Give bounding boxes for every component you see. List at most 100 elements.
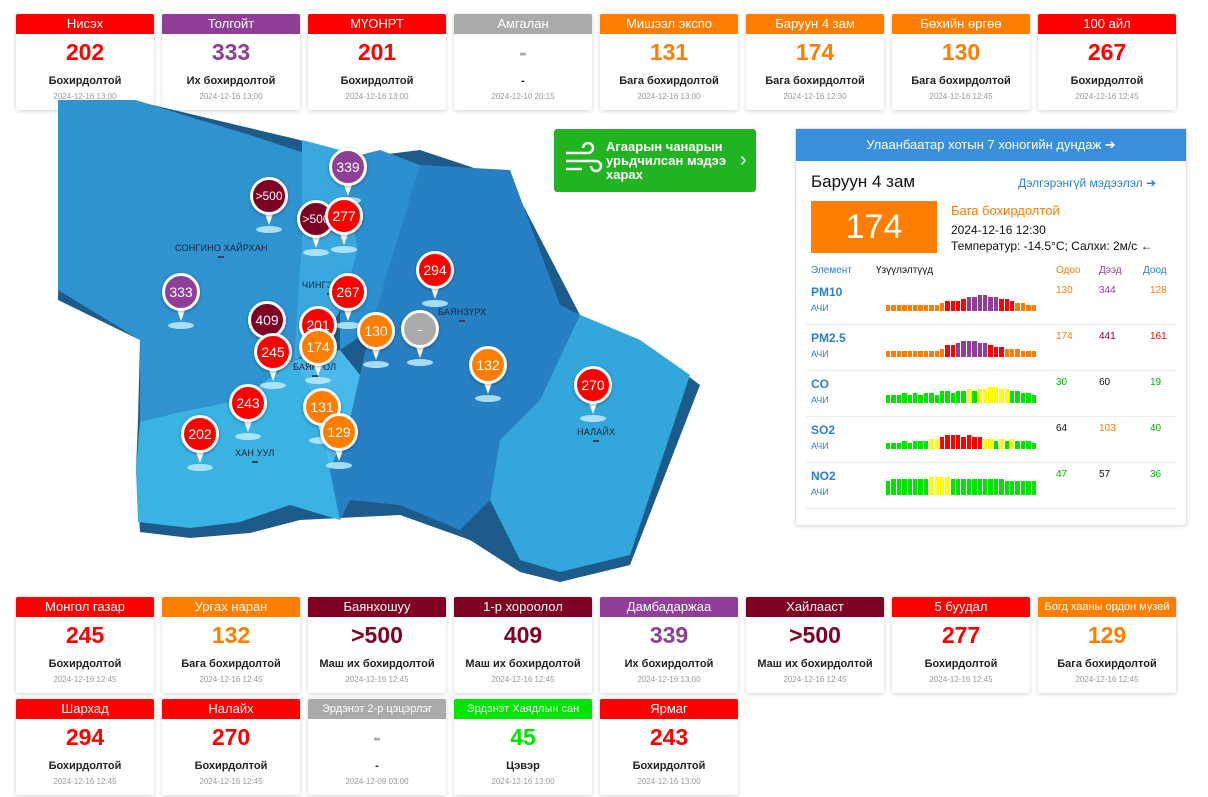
pollutant-name[interactable]: NO2 (811, 469, 836, 483)
trend-bar (929, 393, 934, 403)
map-marker[interactable]: 294 (416, 251, 454, 309)
pollutant-trend-chart (886, 383, 1036, 403)
station-card[interactable]: Богд хааны ордон музей 129 Бага бохирдолто… (1038, 597, 1176, 693)
station-card[interactable]: Мишээл экспо 131 Бага бохирдолтой 2024-12-1… (600, 14, 738, 110)
marker-value: 243 (229, 384, 267, 422)
map-marker[interactable]: 243 (229, 384, 267, 442)
station-card[interactable]: 100 айл 267 Бохирдолтой 2024-12-16 12:45 (1038, 14, 1176, 110)
map-marker[interactable]: 202 (181, 415, 219, 473)
update-time: 2024-12-16 13:00 (491, 777, 555, 786)
station-card[interactable]: Хайлааст >500 Маш их бохирдолтой 2024-12-16… (746, 597, 884, 693)
station-card[interactable]: Дамбадаржаа 339 Их бохирдолтой 2024-12-16 1… (600, 597, 738, 693)
station-card[interactable]: Налайх 270 Бохирдолтой 2024-12-16 12:45 (162, 699, 300, 795)
map-marker[interactable]: 270 (574, 366, 612, 424)
details-link[interactable]: Дэлгэрэнгүй мэдээлэл ➔ (1018, 176, 1156, 190)
trend-bar (934, 477, 939, 495)
district-label: ХАН УУЛ (235, 448, 274, 463)
map-marker[interactable]: - (401, 310, 439, 368)
pollutant-name[interactable]: CO (811, 377, 829, 391)
station-card[interactable]: Эрдэнэт Хаядлын сан 45 Цэвэр 2024-12-16 13:… (454, 699, 592, 795)
col-now: Одоо (1056, 265, 1081, 276)
map-marker[interactable]: 267 (329, 273, 367, 331)
panel-header-link[interactable]: Улаанбаатар хотын 7 хоногийн дундаж ➔ (796, 129, 1186, 161)
station-card[interactable]: 5 буудал 277 Бохирдолтой 2024-12-16 12:45 (892, 597, 1030, 693)
station-card[interactable]: Толгойт 333 Их бохирдолтой 2024-12-16 13:00 (162, 14, 300, 110)
map-marker[interactable]: 174 (299, 328, 337, 386)
pollutant-name[interactable]: PM10 (811, 285, 843, 299)
station-card[interactable]: Монгол газар 245 Бохирдолтой 2024-12-16 12:… (16, 597, 154, 693)
marker-value: 130 (357, 312, 395, 350)
trend-bar (902, 479, 907, 495)
pollutant-sub: АЧИ (811, 349, 829, 359)
map-marker[interactable]: 245 (254, 333, 292, 391)
trend-bar (961, 341, 966, 357)
station-card[interactable]: МҮОНРТ 201 Бохирдолтой 2024-12-16 13:00 (308, 14, 446, 110)
trend-bar (934, 305, 939, 311)
station-card[interactable]: Баруун 4 зам 174 Бага бохирдолтой 2024-12-1… (746, 14, 884, 110)
trend-bar (983, 343, 988, 357)
update-time: 2024-12-16 12:45 (929, 675, 993, 684)
trend-bar (902, 393, 907, 403)
map-marker[interactable]: 339 (329, 148, 367, 206)
station-card[interactable]: 1-р хороолол 409 Маш их бохирдолтой 2024-12… (454, 597, 592, 693)
weather-info: Температур: -14.5°C; Салхи: 2м/с ← (951, 239, 1153, 253)
col-min: Доод (1143, 265, 1167, 276)
aqi-value: 339 (649, 622, 689, 648)
ub-district-map[interactable]: СОНГИНО ХАЙРХАНСҮХБААТАРЧИНГЭЛТЭЙБАЯНЗҮР… (40, 100, 740, 600)
map-marker[interactable]: 132 (469, 346, 507, 404)
pollutant-name[interactable]: PM2.5 (811, 331, 846, 345)
station-card[interactable]: Бөхийн өргөө 130 Бага бохирдолтой 2024-12-1… (892, 14, 1030, 110)
aqi-timestamp: 2024-12-16 12:30 (951, 223, 1046, 237)
trend-bar (1020, 441, 1026, 449)
trend-bar (945, 477, 950, 495)
trend-bar (956, 301, 961, 311)
trend-bar (950, 345, 956, 357)
station-card[interactable]: Амгалан - - 2024-12-10 20:15 (454, 14, 592, 110)
map-marker[interactable]: >500 (250, 177, 288, 235)
aqi-status: Их бохирдолтой (624, 658, 714, 670)
station-card[interactable]: Нисэх 202 Бохирдолтой 2024-12-16 13:00 (16, 14, 154, 110)
map-marker[interactable]: 129 (320, 413, 358, 471)
aqi-status: Бохирдолтой (924, 658, 998, 670)
station-name: Толгойт (162, 14, 300, 34)
pollutant-name[interactable]: SO2 (811, 423, 836, 437)
trend-bar (977, 389, 983, 403)
trend-bar (934, 351, 939, 357)
trend-bar (912, 305, 918, 311)
aqi-status: Бага бохирдолтой (911, 75, 1011, 87)
trend-bar (939, 477, 945, 495)
map-marker[interactable]: 277 (325, 197, 363, 255)
map-marker[interactable]: 333 (162, 273, 200, 331)
district-name: БАЯНЗҮРХ (438, 307, 487, 317)
value-now: 30 (1056, 377, 1068, 388)
marker-value: 333 (162, 273, 200, 311)
station-card[interactable]: Шархад 294 Бохирдолтой 2024-12-16 12:45 (16, 699, 154, 795)
value-now: 47 (1056, 469, 1068, 480)
station-name: Ярмаг (600, 699, 738, 719)
station-card[interactable]: Ярмаг 243 Бохирдолтой 2024-12-16 13:00 (600, 699, 738, 795)
value-min: 128 (1150, 285, 1167, 296)
value-min: 161 (1150, 331, 1167, 342)
station-card[interactable]: Ургах наран 132 Бага бохирдолтой 2024-12-16… (162, 597, 300, 693)
marker-value: 267 (329, 273, 367, 311)
trend-bar (1026, 481, 1031, 495)
station-card[interactable]: Эрдэнэт 2-р цэцэрлэг - - 2024-12-09 03:00 (308, 699, 446, 795)
map-marker[interactable]: 130 (357, 312, 395, 370)
update-time: 2024-12-16 12:45 (53, 675, 117, 684)
trend-bar (950, 301, 956, 311)
forecast-banner[interactable]: Агаарын чанарын урьдчилсан мэдээ харах › (554, 129, 756, 192)
trend-bar (939, 303, 945, 311)
col-max: Дээд (1099, 265, 1122, 276)
trend-bar (1031, 395, 1036, 403)
station-card[interactable]: Баянхошуу >500 Маш их бохирдолтой 2024-12-1… (308, 597, 446, 693)
aqi-status: Бохирдолтой (48, 75, 122, 87)
arrow-circle-right-icon: ➔ (1145, 176, 1156, 190)
trend-bar (988, 479, 993, 495)
marker-shadow (256, 226, 282, 233)
aqi-status: Бага бохирдолтой (1057, 658, 1157, 670)
aqi-status: Их бохирдолтой (186, 75, 276, 87)
aqi-value: 270 (211, 724, 251, 750)
trend-bar (961, 479, 966, 495)
col-element: Элемент (811, 265, 852, 276)
trend-bar (1020, 303, 1026, 311)
